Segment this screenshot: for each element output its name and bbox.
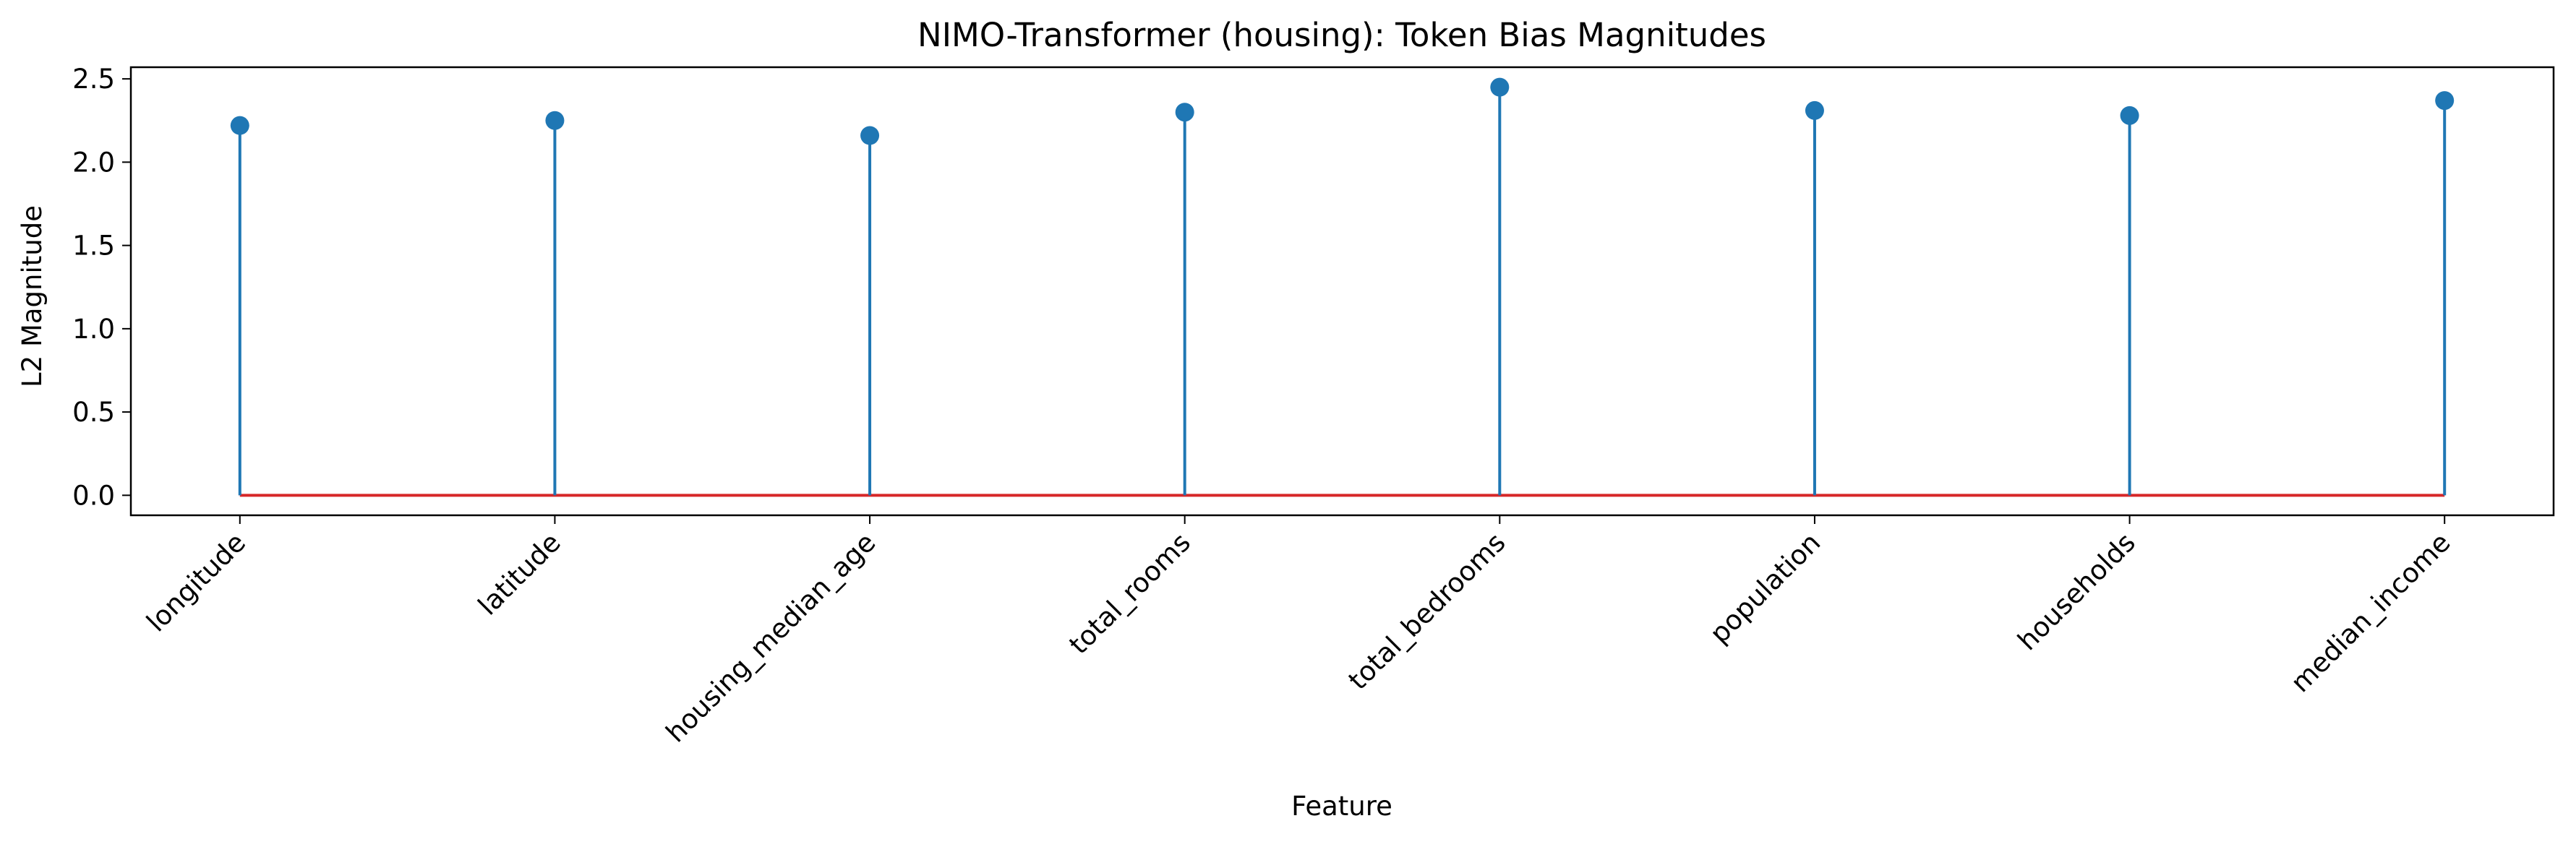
- y-tick-label: 2.5: [72, 64, 115, 95]
- stem-marker: [545, 111, 565, 130]
- stem-marker: [230, 116, 249, 135]
- y-tick-label: 2.0: [72, 147, 115, 178]
- y-axis-label: L2 Magnitude: [17, 205, 48, 387]
- stem-marker: [2120, 106, 2139, 125]
- x-tick-label: housing_median_age: [660, 527, 882, 749]
- stem-marker: [1175, 103, 1194, 122]
- y-tick-label: 1.0: [72, 314, 115, 345]
- x-tick-label: population: [1704, 527, 1827, 650]
- y-tick-label: 1.5: [72, 231, 115, 262]
- chart-title: NIMO-Transformer (housing): Token Bias M…: [917, 16, 1766, 54]
- x-tick-label: median_income: [2285, 527, 2456, 698]
- y-tick-label: 0.5: [72, 397, 115, 428]
- stem-marker: [2435, 91, 2455, 111]
- y-tick-label: 0.0: [72, 480, 115, 511]
- x-axis-label: Feature: [1291, 791, 1392, 822]
- stem-marker: [860, 126, 880, 145]
- stem-marker: [1805, 100, 1824, 120]
- plot-area: 0.0 0.5 1.0 1.5 2.0 2.5 longitude latitude housi…: [72, 64, 2555, 749]
- stem-marker: [1490, 77, 1510, 97]
- plot-frame: [129, 66, 2555, 517]
- x-tick-label: latitude: [472, 527, 567, 622]
- x-tick-label: households: [2012, 527, 2141, 656]
- x-tick-label: total_rooms: [1063, 527, 1197, 661]
- x-tick-label: total_bedrooms: [1343, 527, 1512, 696]
- x-tick-label: longitude: [140, 527, 252, 638]
